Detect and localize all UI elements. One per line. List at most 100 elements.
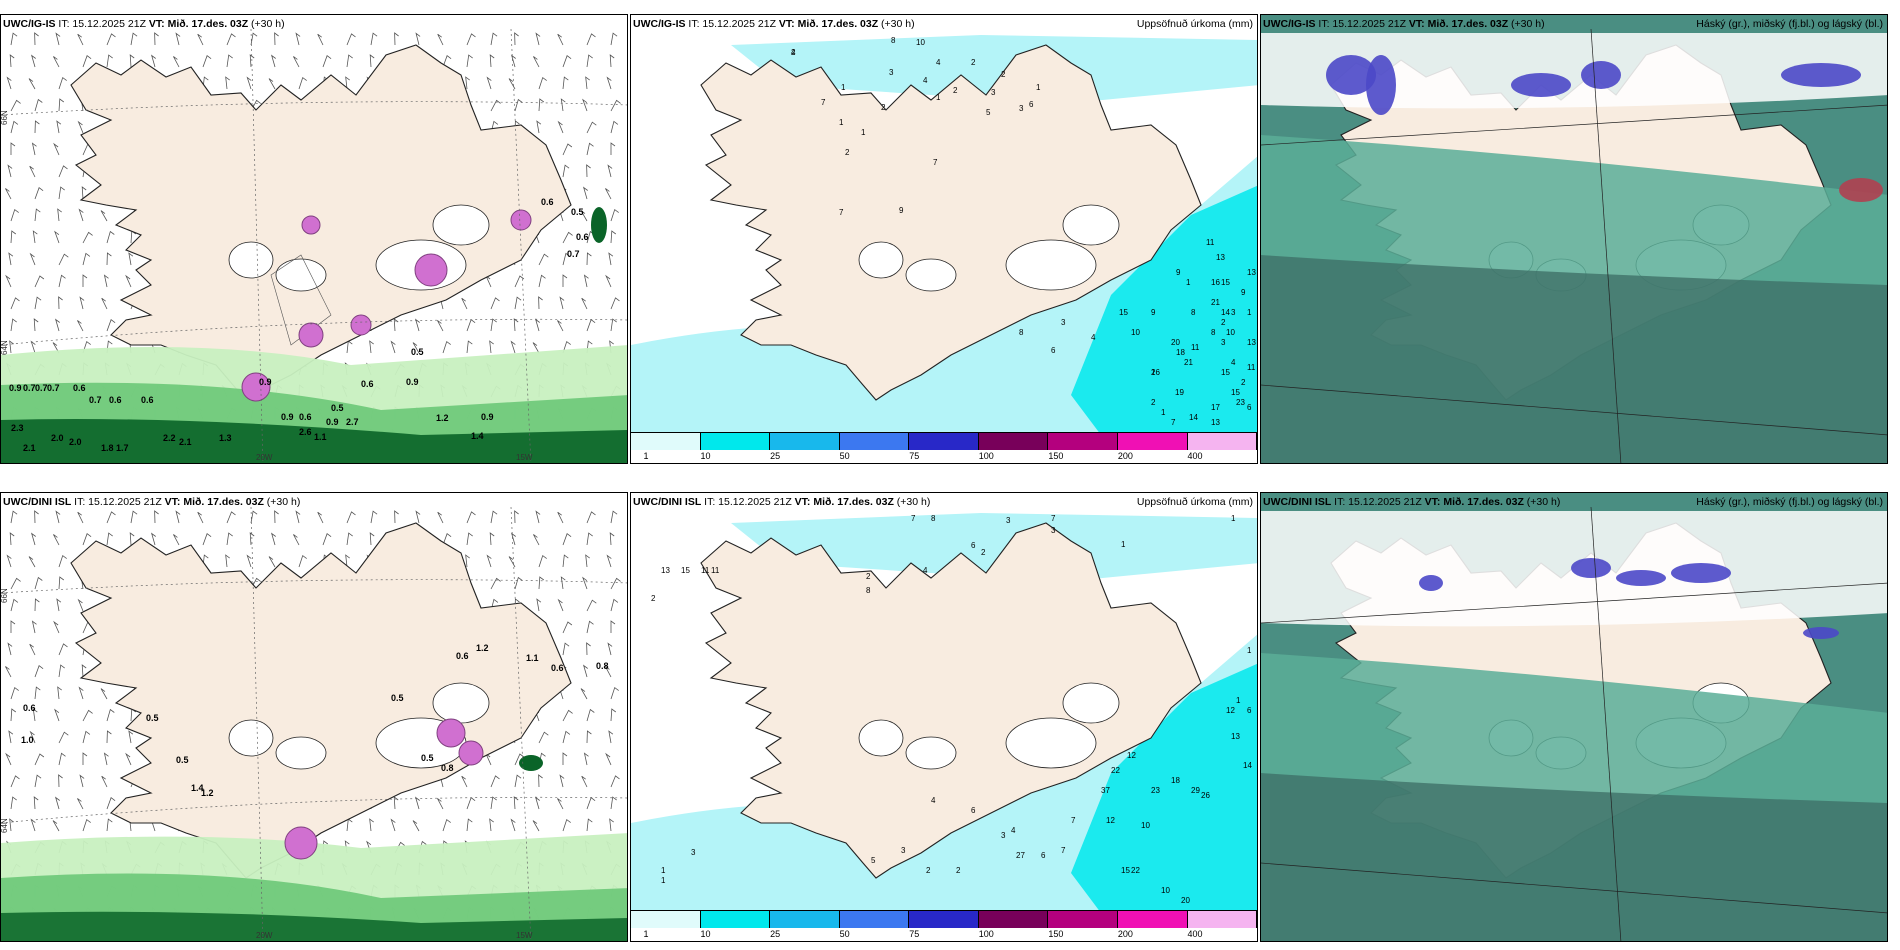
precip-southeast bbox=[1071, 663, 1257, 913]
precip-value-label: 13 bbox=[1231, 732, 1240, 741]
high-cloud-red bbox=[1839, 178, 1883, 202]
colorbar-swatch bbox=[909, 433, 979, 450]
panel-ig-cloud: UWC/IG-IS IT: 15.12.2025 21Z VT: Mið. 17… bbox=[1260, 14, 1888, 464]
colorbar-tick-label: 400 bbox=[1187, 451, 1203, 461]
pink-cell bbox=[436, 718, 466, 748]
precip-value-label: 4 bbox=[931, 796, 936, 805]
precip-value-label: 18 bbox=[1176, 348, 1185, 357]
value-label: 1.4 bbox=[471, 431, 484, 441]
colorbar-swatches bbox=[631, 911, 1257, 928]
colorbar-swatch bbox=[631, 433, 701, 450]
precip-value-label: 11 bbox=[1206, 238, 1215, 247]
colorbar-ticks: 1 10 25 50 75 100 150 200 400 bbox=[631, 928, 1257, 940]
precip-value-label: 7 bbox=[911, 514, 916, 523]
ice-cap bbox=[858, 241, 904, 279]
value-label: 2.0 bbox=[69, 437, 82, 447]
precip-southeast bbox=[1071, 185, 1257, 435]
high-cloud-patch bbox=[1571, 558, 1611, 578]
pink-cell bbox=[414, 253, 448, 287]
value-label: 0.6 bbox=[541, 197, 554, 207]
value-label: 0.9 bbox=[281, 412, 294, 422]
value-label: 0.9 bbox=[326, 417, 339, 427]
ice-cap bbox=[905, 258, 957, 292]
precip-value-label: 1 bbox=[1036, 83, 1041, 92]
precip-value-label: 9 bbox=[899, 206, 904, 215]
lon-label-15w: 15W bbox=[516, 453, 533, 462]
value-label: 1.2 bbox=[201, 788, 214, 798]
high-cloud-patch bbox=[1326, 55, 1376, 95]
colorbar-swatch bbox=[1048, 911, 1118, 928]
value-label: 0.5 bbox=[146, 713, 159, 723]
precip-value-label: 13 bbox=[1216, 253, 1225, 262]
cloud-map bbox=[1261, 15, 1887, 463]
value-label: 0.7 bbox=[23, 383, 36, 393]
precip-value-label: 1 bbox=[1186, 278, 1191, 287]
high-cloud-patch bbox=[1671, 563, 1731, 583]
ice-cap bbox=[1005, 717, 1097, 769]
precip-value-label: 14 bbox=[1221, 308, 1230, 317]
precip-value-label: 2 bbox=[651, 594, 656, 603]
high-cloud-patch bbox=[1803, 627, 1839, 639]
precip-value-label: 17 bbox=[1211, 403, 1220, 412]
precip-value-label: 18 bbox=[1171, 776, 1180, 785]
value-label: 0.6 bbox=[456, 651, 469, 661]
cloud-map bbox=[1261, 493, 1887, 941]
precip-value-label: 9 bbox=[1151, 308, 1156, 317]
panel-header: UWC/IG-IS IT: 15.12.2025 21Z VT: Mið. 17… bbox=[3, 18, 285, 30]
precip-colorbar: 1 10 25 50 75 100 150 200 400 bbox=[631, 910, 1257, 941]
value-label: 0.5 bbox=[421, 753, 434, 763]
precip-value-label: 14 bbox=[1243, 761, 1252, 770]
ice-cap bbox=[905, 736, 957, 770]
precip-value-label: 26 bbox=[1151, 368, 1160, 377]
precip-value-label: 8 bbox=[1211, 328, 1216, 337]
colorbar-swatch bbox=[1048, 433, 1118, 450]
precip-value-label: 23 bbox=[1236, 398, 1245, 407]
precip-value-label: 3 bbox=[1221, 338, 1226, 347]
ice-cap bbox=[432, 204, 490, 246]
precip-value-label: 3 bbox=[1051, 526, 1056, 535]
precip-value-label: 6 bbox=[1247, 403, 1252, 412]
precip-value-label: 2 bbox=[791, 48, 796, 57]
colorbar-swatch bbox=[839, 433, 910, 450]
precip-value-label: 7 bbox=[933, 158, 938, 167]
colorbar-swatch bbox=[770, 911, 840, 928]
lon-label-15w: 15W bbox=[516, 931, 533, 940]
precip-value-label: 6 bbox=[971, 806, 976, 815]
colorbar-tick-label: 1 bbox=[643, 451, 649, 461]
colorbar-tick-label: 200 bbox=[1117, 929, 1133, 939]
precip-value-label: 10 bbox=[1131, 328, 1140, 337]
precip-value-label: 7 bbox=[839, 208, 844, 217]
ice-cap bbox=[1005, 239, 1097, 291]
precip-value-label: 6 bbox=[1041, 851, 1046, 860]
precip-value-label: 6 bbox=[1029, 100, 1034, 109]
pink-cell bbox=[241, 372, 271, 402]
precip-value-label: 2 bbox=[953, 86, 958, 95]
colorbar-swatch bbox=[700, 911, 771, 928]
precip-value-label: 15 bbox=[681, 566, 690, 575]
precip-value-label: 1 bbox=[1121, 540, 1126, 549]
panel-header: UWC/DINI ISL IT: 15.12.2025 21Z VT: Mið.… bbox=[633, 496, 931, 508]
precip-value-label: 15 bbox=[1119, 308, 1128, 317]
value-label: 0.7 bbox=[47, 383, 60, 393]
value-label: 0.7 bbox=[567, 249, 580, 259]
value-label: 0.6 bbox=[23, 703, 36, 713]
iceland-landmass bbox=[70, 522, 572, 879]
colorbar-tick-label: 100 bbox=[978, 929, 994, 939]
value-label: 1.8 bbox=[101, 443, 114, 453]
panel-subtitle: Uppsöfnuð úrkoma (mm) bbox=[1136, 18, 1253, 30]
value-label: 0.6 bbox=[551, 663, 564, 673]
graticule bbox=[1261, 28, 1887, 463]
precip-value-label: 16 bbox=[1211, 278, 1220, 287]
value-label: 2.6 bbox=[299, 427, 312, 437]
precip-value-label: 4 bbox=[1091, 333, 1096, 342]
precip-value-label: 15 bbox=[1221, 278, 1230, 287]
precip-value-label: 10 bbox=[1161, 886, 1170, 895]
precip-value-label: 10 bbox=[916, 38, 925, 47]
cloud-layer-low bbox=[1261, 255, 1887, 463]
precip-value-label: 11 bbox=[701, 566, 710, 575]
colorbar-swatch bbox=[839, 911, 910, 928]
precip-value-label: 1 bbox=[1151, 368, 1156, 377]
ice-cap bbox=[1062, 682, 1120, 724]
